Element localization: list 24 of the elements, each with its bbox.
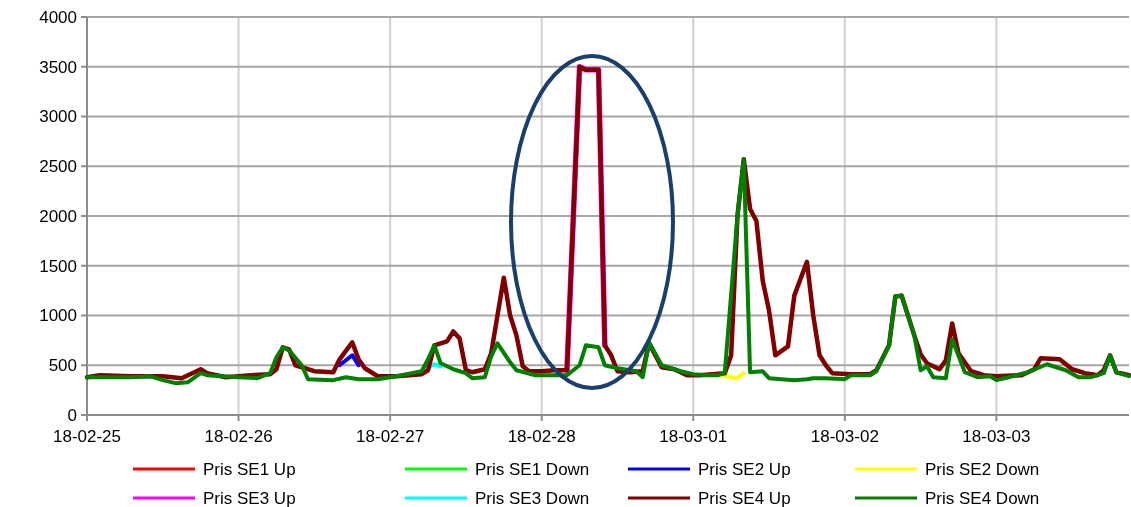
legend-label: Pris SE3 Up [203, 488, 296, 507]
y-tick-label: 1000 [39, 306, 77, 326]
y-tick-label: 1500 [39, 256, 77, 276]
y-tick-label: 2000 [39, 206, 77, 226]
legend-label: Pris SE4 Down [925, 488, 1040, 507]
legend-label: Pris SE2 Down [925, 459, 1040, 479]
x-tick-label: 18-03-03 [962, 427, 1031, 446]
y-tick-label: 500 [48, 356, 77, 376]
y-tick-label: 3500 [39, 57, 77, 77]
x-tick-label: 18-03-01 [659, 427, 728, 446]
y-tick-label: 4000 [39, 7, 77, 27]
legend-label: Pris SE3 Down [475, 488, 590, 507]
x-tick-label: 18-02-27 [356, 427, 425, 446]
legend-label: Pris SE1 Down [475, 459, 590, 479]
x-tick-label: 18-02-25 [52, 427, 122, 446]
legend-label: Pris SE1 Up [203, 459, 296, 479]
x-tick-label: 18-02-26 [204, 427, 273, 446]
legend-label: Pris SE4 Up [698, 488, 791, 507]
x-tick-label: 18-02-28 [507, 427, 576, 446]
x-tick-label: 18-03-02 [810, 427, 879, 446]
y-tick-label: 2500 [39, 157, 77, 177]
y-tick-label: 0 [67, 405, 77, 425]
y-tick-label: 3000 [39, 107, 77, 127]
legend-label: Pris SE2 Up [698, 459, 791, 479]
